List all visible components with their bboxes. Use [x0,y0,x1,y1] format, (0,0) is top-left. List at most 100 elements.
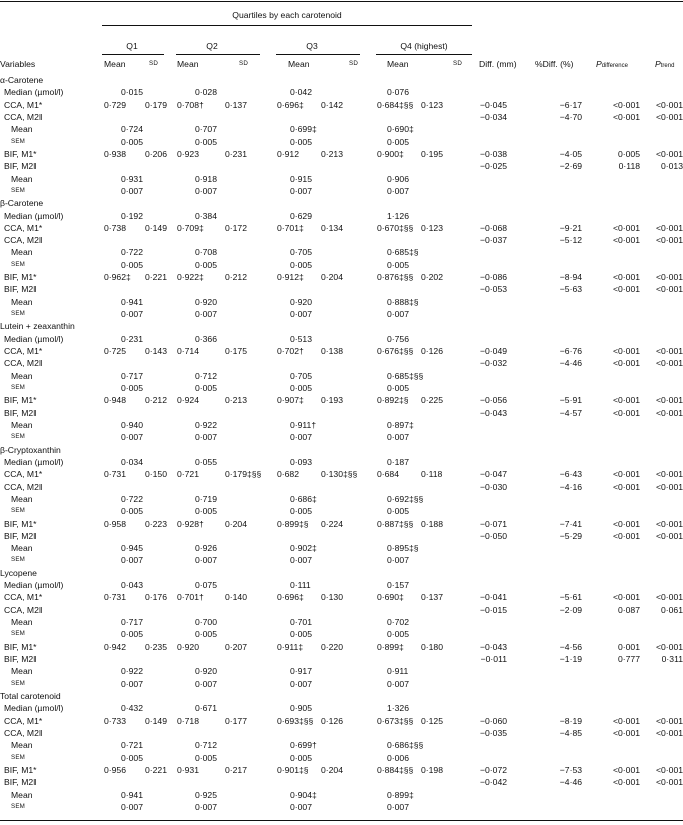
section-header-row: Lutein + zeaxanthin [0,320,683,332]
q1-value: 0·717 [121,617,143,628]
p-trend-value: <0·001 [656,530,683,541]
row-label: BIF, M2‖ [4,654,37,665]
q2-value: 0·005 [195,752,217,763]
q1-value: 0·922 [121,666,143,677]
row-label: BIF, M1* [4,148,37,159]
pct-diff-value: −5·61 [559,592,582,603]
row-label: SEM [11,630,26,638]
row-label: CCA, M2‖ [4,358,43,369]
p-trend-value: <0·001 [656,727,683,738]
p-trend-value: 0·061 [661,604,683,615]
q1-sd: 0·206 [145,148,167,159]
q3-mean-heading: Mean [288,59,310,69]
q2-mean: 0·701† [177,592,204,603]
table-row: SEM 0·005 0·005 0·005 0·005 [0,382,683,394]
q2-sd: 0·137 [225,99,247,110]
table-row: SEM 0·007 0·007 0·007 0·007 [0,308,683,320]
q2-sd: 0·217 [225,764,247,775]
row-label: BIF, M1* [4,641,37,652]
p-trend-value: <0·001 [656,407,683,418]
p-difference-value: 0·777 [618,654,640,665]
row-label: Mean [11,666,33,677]
row-label: BIF, M1* [4,395,37,406]
q2-value: 0·005 [195,259,217,270]
diff-heading: Diff. (mm) [479,59,517,69]
q2-sd: 0·212 [225,272,247,283]
p-difference-value: 0·001 [618,641,640,652]
q1-sd: 0·150 [145,469,167,480]
diff-value: −0·037 [480,235,507,246]
q1-sd: 0·235 [145,641,167,652]
diff-value: −0·042 [480,777,507,788]
q3-value: 0·007 [290,432,312,443]
q2-value: 0·671 [195,703,217,714]
row-label: Median (µmol/l) [4,580,64,591]
q1-mean: 0·958 [104,518,126,529]
q1-sd: 0·149 [145,715,167,726]
top-rule [0,1,683,2]
row-label: BIF, M1* [4,272,37,283]
table-row: Mean 0·721 0·712 0·699† 0·686‡§§ [0,739,683,751]
q1-mean: 0·731 [104,469,126,480]
q1-value: 0·005 [121,259,143,270]
q3-rule [276,54,360,55]
q4-value: 0·007 [387,432,409,443]
q2-value: 0·926 [195,543,217,554]
q4-value: 0·005 [387,383,409,393]
q3-value: 0·005 [290,506,312,517]
row-label: SEM [11,260,26,268]
table-row: BIF, M1* 0·938 0·206 0·923 0·231 0·912 0·213 0·… [0,148,683,160]
row-label: CCA, M1* [4,469,43,480]
table-row: Mean 0·940 0·922 0·911† 0·897‡ [0,419,683,431]
q1-sd: 0·221 [145,272,167,283]
q3-value: 0·111 [290,580,311,591]
q2-rule [176,54,260,55]
q2-value: 0·925 [195,789,217,800]
q2-value: 0·708 [195,247,217,258]
q3-value: 0·007 [290,555,312,566]
table-row: BIF, M2‖ −0·053 −5·63 <0·001 <0·001 [0,283,683,295]
pct-diff-value: −5·91 [559,395,582,406]
q2-sd: 0·231 [225,148,247,159]
diff-value: −0·041 [480,592,507,603]
diff-value: −0·068 [480,222,507,233]
q1-value: 0·721 [121,740,143,751]
q3-value: 0·699† [290,740,317,751]
q4-value: 0·157 [387,580,409,591]
section-title: β-Cryptoxanthin [0,444,61,455]
row-label: CCA, M2‖ [4,604,43,615]
q4-mean: 0·887‡§§ [377,518,414,529]
section-header-row: Lycopene [0,567,683,579]
q1-sd: 0·221 [145,764,167,775]
row-label: Mean [11,543,33,554]
table-row: BIF, M2‖ −0·043 −4·57 <0·001 <0·001 [0,407,683,419]
table-row: Mean 0·724 0·707 0·699‡ 0·690‡ [0,123,683,135]
p-trend-value: <0·001 [656,111,683,122]
q3-sd: 0·130‡§§ [321,469,358,480]
p-difference-heading: Pdifference [596,59,628,69]
table-row: SEM 0·007 0·007 0·007 0·007 [0,801,683,813]
q4-mean: 0·884‡§§ [377,764,414,775]
diff-value: −0·030 [480,481,507,492]
q3-sd: 0·126 [321,715,343,726]
table-row: BIF, M1* 0·948 0·212 0·924 0·213 0·907‡ 0·193 0… [0,394,683,406]
pct-diff-value: −4·57 [559,407,582,418]
table-row: SEM 0·005 0·005 0·005 0·006 [0,752,683,764]
q4-value: 0·895‡§ [387,543,419,554]
bottom-rule [0,820,683,821]
q3-sd: 0·213 [321,148,343,159]
q3-mean: 0·701‡ [277,222,304,233]
q4-value: 0·076 [387,87,409,98]
row-label: Mean [11,173,33,184]
q1-mean: 0·738 [104,222,126,233]
q3-mean: 0·912 [277,148,299,159]
q4-value: 1·126 [387,210,409,221]
q2-sd-heading: SD [239,60,248,67]
q4-value: 0·005 [387,506,409,517]
p-difference-value: <0·001 [613,777,640,788]
q4-mean: 0·690‡ [377,592,404,603]
row-label: CCA, M1* [4,592,43,603]
row-label: BIF, M1* [4,518,37,529]
row-label: Median (µmol/l) [4,333,64,344]
q4-value: 0·187 [387,456,409,467]
